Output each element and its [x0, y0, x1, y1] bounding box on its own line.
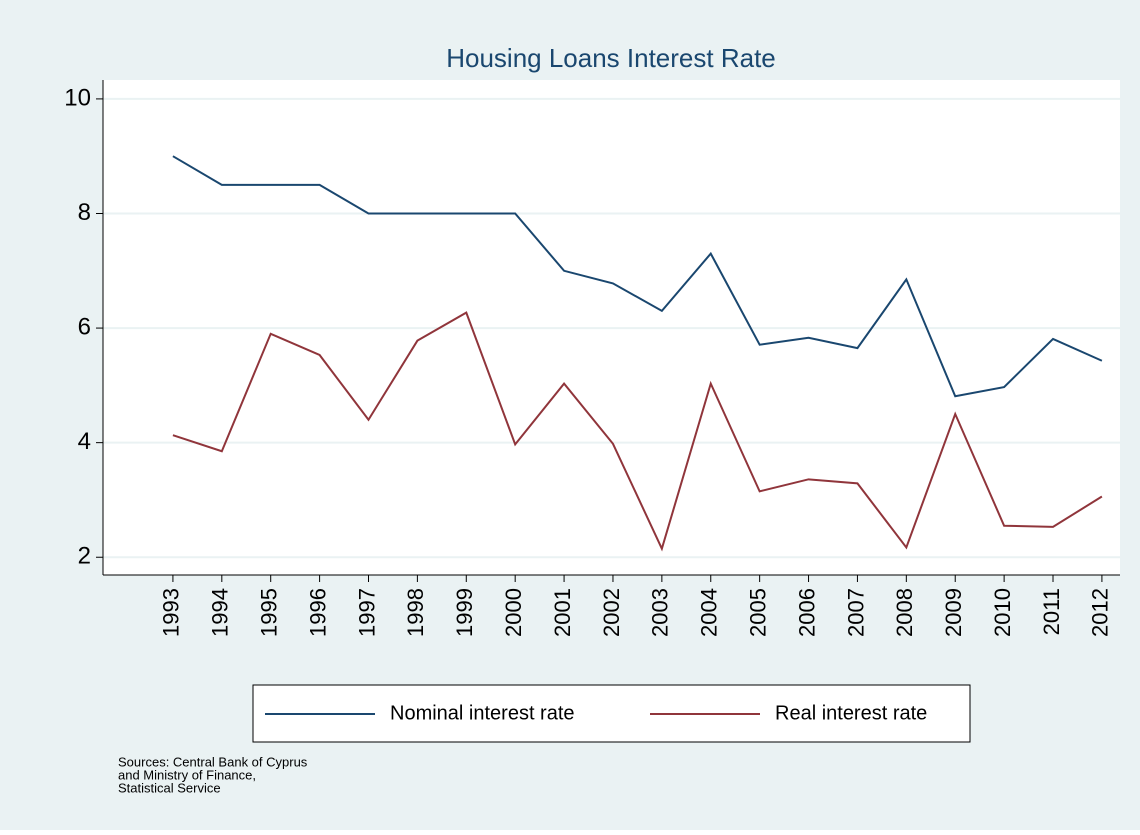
x-tick-label: 2004 [697, 588, 722, 637]
series-line [172, 311, 1103, 552]
y-tick-label: 10 [64, 84, 91, 111]
y-tick-label: 2 [78, 543, 91, 570]
x-tick-label: 1994 [208, 588, 233, 637]
x-tick-label: 2003 [648, 588, 673, 637]
x-tick-label: 1993 [159, 588, 184, 637]
series-line [172, 155, 1103, 398]
x-tick-label: 2010 [990, 588, 1015, 637]
x-tick-label: 2006 [794, 588, 819, 637]
x-tick-label: 2009 [941, 588, 966, 637]
y-tick-label: 8 [78, 199, 91, 226]
x-tick-label: 2001 [550, 588, 575, 637]
legend-label: Real interest rate [775, 702, 927, 724]
x-tick-label: 2012 [1088, 588, 1113, 637]
x-tick-label: 2002 [599, 588, 624, 637]
x-tick-label: 2011 [1039, 588, 1064, 635]
y-tick-label: 4 [78, 428, 91, 455]
legend-label: Nominal interest rate [390, 702, 575, 724]
x-tick-label: 2008 [892, 588, 917, 637]
source-note: and Ministry of Finance, [118, 767, 256, 782]
source-note: Statistical Service [118, 780, 221, 795]
y-tick-label: 6 [78, 313, 91, 340]
x-tick-label: 1999 [452, 588, 477, 637]
x-tick-label: 2007 [843, 588, 868, 637]
x-tick-label: 1997 [354, 588, 379, 637]
x-tick-label: 1996 [305, 588, 330, 637]
chart-title: Housing Loans Interest Rate [446, 43, 776, 73]
x-tick-label: 1998 [403, 588, 428, 637]
x-tick-label: 2000 [501, 588, 526, 637]
x-tick-label: 2005 [745, 588, 770, 637]
x-tick-label: 1995 [257, 588, 282, 637]
source-note: Sources: Central Bank of Cyprus [118, 754, 308, 769]
